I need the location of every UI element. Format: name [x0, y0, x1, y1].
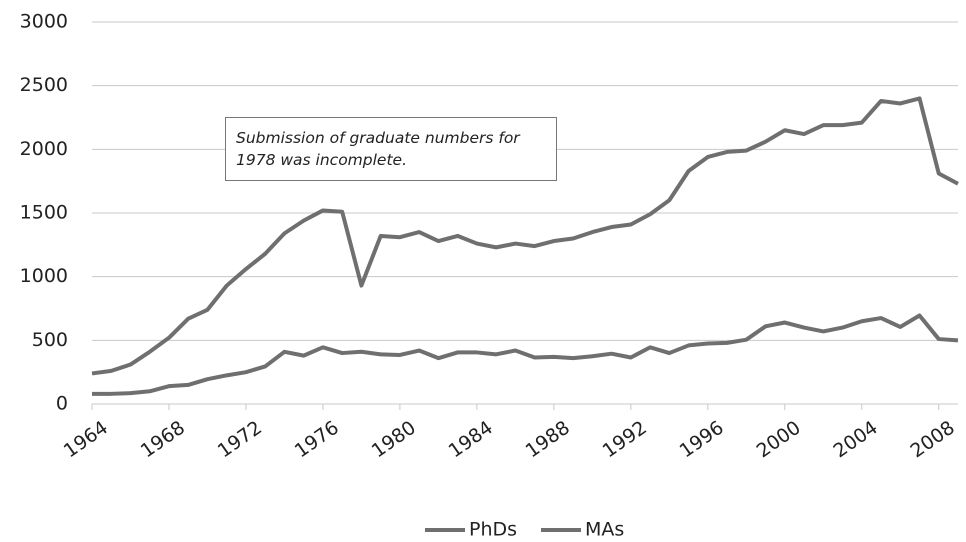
x-tick-label: 1980	[368, 417, 420, 463]
series-line	[92, 313, 959, 396]
x-tick-label: 1964	[60, 417, 112, 463]
y-tick-label: 1000	[20, 265, 68, 287]
series-line	[91, 96, 959, 376]
legend-label: MAs	[585, 519, 624, 541]
x-tick-label: 2008	[907, 417, 959, 463]
legend-label: PhDs	[469, 519, 517, 541]
y-tick-label: 0	[56, 393, 68, 415]
annotation: Submission of graduate numbers for 1978 …	[225, 117, 557, 181]
x-tick-label: 1968	[137, 417, 189, 463]
x-tick-label: 1972	[214, 417, 266, 463]
x-tick-label: 1976	[291, 417, 343, 463]
y-tick-label: 2500	[20, 74, 68, 96]
y-tick-label: 3000	[20, 11, 68, 33]
x-tick-label: 1992	[599, 417, 651, 463]
x-tick-label: 1984	[445, 417, 497, 463]
x-tick-label: 2000	[753, 417, 805, 463]
y-tick-label: 2000	[20, 138, 68, 160]
x-tick-label: 1988	[522, 417, 574, 463]
x-tick-label: 2004	[830, 417, 882, 463]
y-tick-label: 500	[32, 329, 68, 351]
x-tick-label: 1996	[676, 417, 728, 463]
y-tick-label: 1500	[20, 202, 68, 224]
